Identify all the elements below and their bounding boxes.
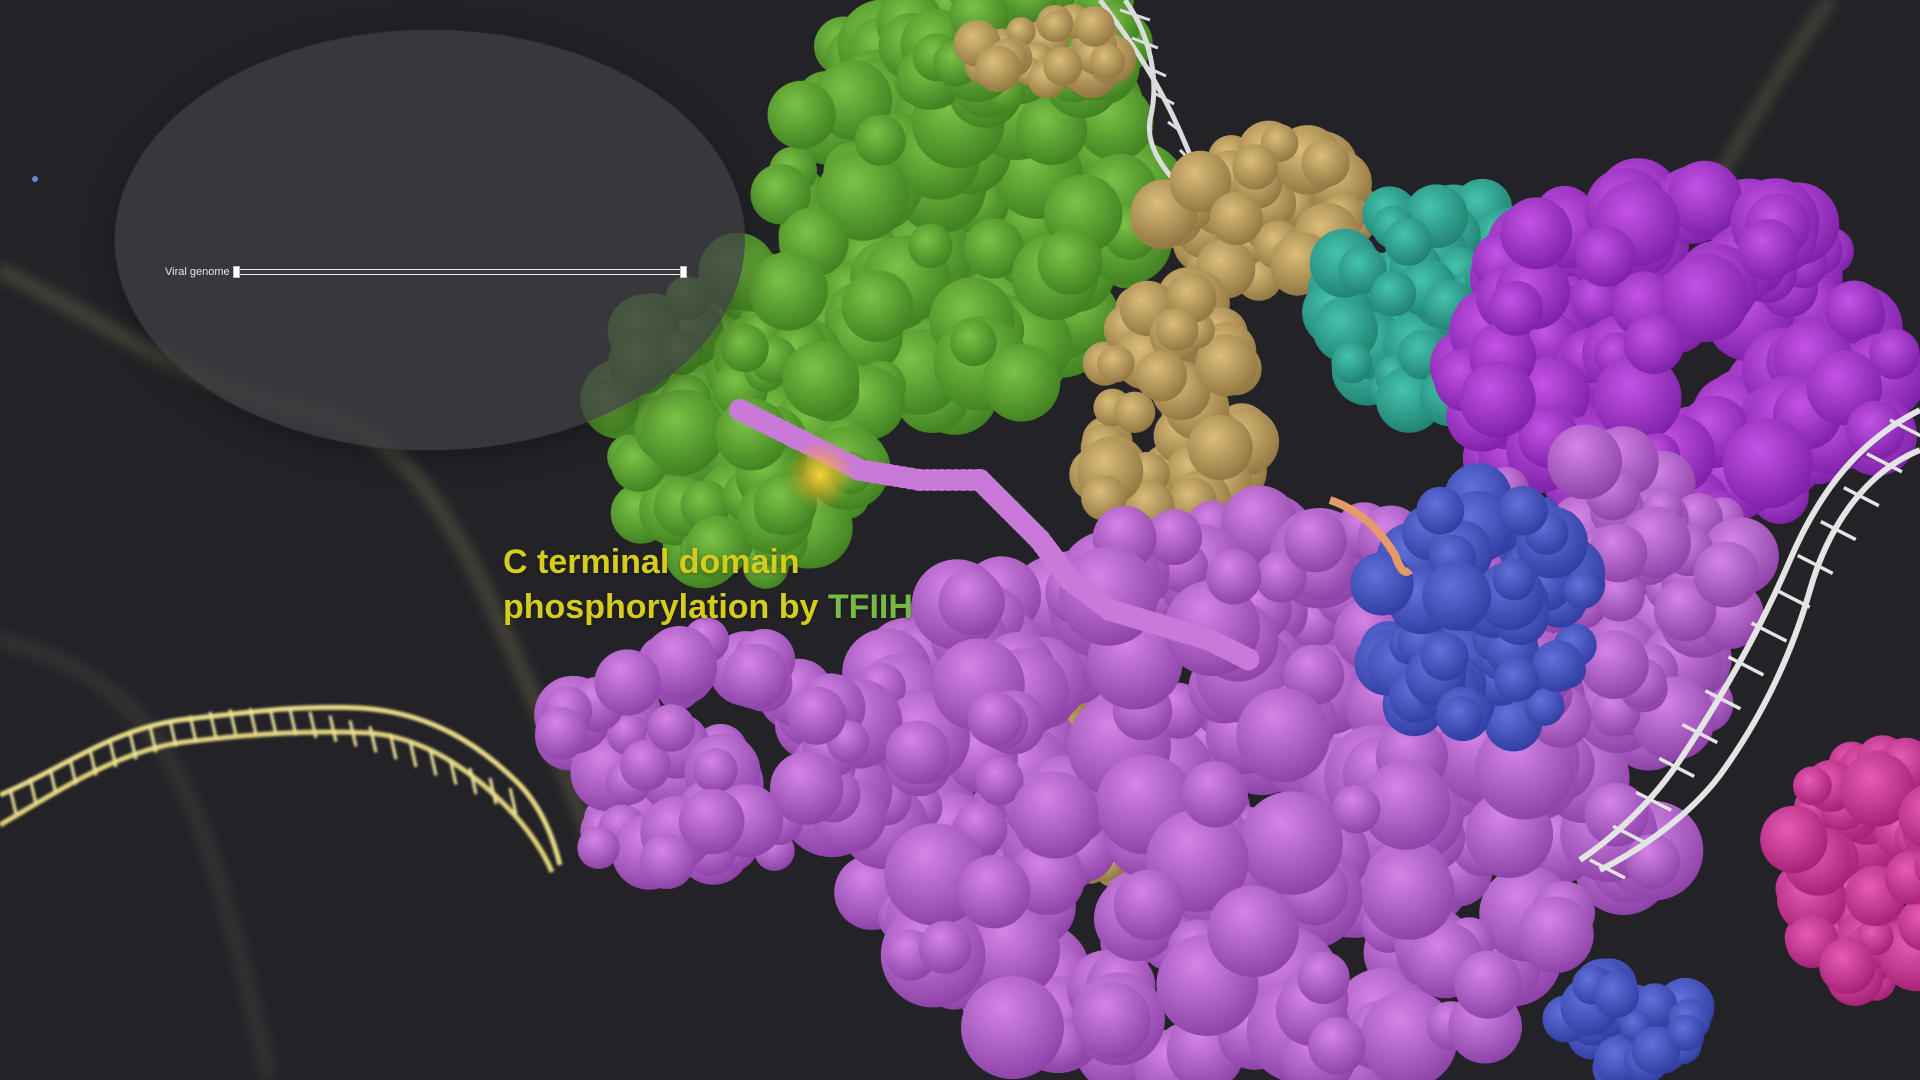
viral-genome-label: Viral genome — [165, 266, 230, 278]
scene-caption: C terminal domain phosphorylation by TFI… — [503, 540, 913, 630]
genome-range-start-handle[interactable] — [233, 266, 240, 278]
genome-range-end-handle[interactable] — [680, 266, 687, 278]
pink-protein-icon — [1760, 735, 1920, 1006]
dna-helix-right — [1578, 407, 1920, 880]
caption-line-2-text: phosphorylation by — [503, 588, 828, 626]
caption-line-1: C terminal domain — [503, 543, 800, 581]
caption-tfiih-highlight: TFIIH — [827, 588, 913, 626]
dna-helix-icon — [0, 704, 563, 873]
ctd-tail-icon — [729, 399, 1260, 671]
genome-strand-top — [237, 269, 683, 270]
genome-overlay-panel — [115, 30, 745, 450]
phosphorylation-glow — [786, 441, 854, 509]
genome-strand-bottom — [237, 274, 683, 275]
blue-protein-icon — [1350, 463, 1715, 1080]
viral-genome-track[interactable] — [233, 266, 687, 278]
caption-line-2: phosphorylation by TFIIH — [503, 585, 913, 630]
orange-loop — [1328, 496, 1413, 576]
background-particle — [32, 176, 38, 182]
